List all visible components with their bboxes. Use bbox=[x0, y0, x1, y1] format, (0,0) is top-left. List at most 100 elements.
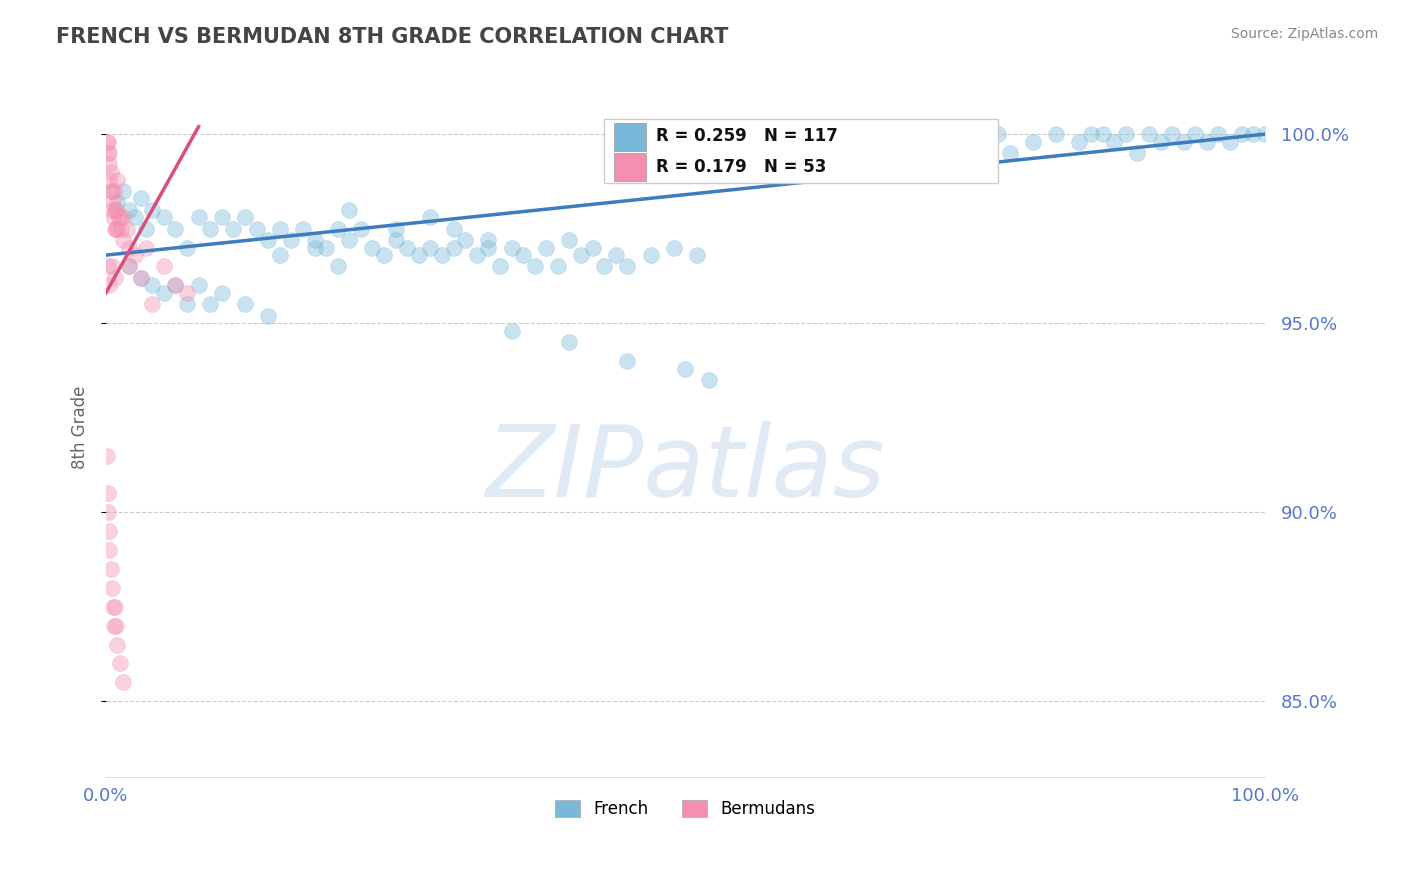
Point bbox=[454, 233, 477, 247]
Point bbox=[187, 211, 209, 225]
Point bbox=[96, 135, 118, 149]
Point bbox=[200, 297, 222, 311]
Point bbox=[187, 278, 209, 293]
Point bbox=[98, 157, 121, 171]
Point bbox=[103, 184, 125, 198]
Y-axis label: 8th Grade: 8th Grade bbox=[72, 385, 89, 469]
Point bbox=[593, 260, 616, 274]
Point bbox=[245, 221, 267, 235]
Point bbox=[153, 285, 176, 300]
Point bbox=[304, 241, 326, 255]
Point bbox=[269, 221, 291, 235]
Point bbox=[1102, 135, 1125, 149]
Point bbox=[1161, 127, 1184, 141]
Bar bbox=[613, 153, 645, 181]
Point bbox=[135, 221, 157, 235]
Point bbox=[848, 135, 870, 149]
Point bbox=[105, 221, 128, 235]
Point bbox=[97, 146, 120, 161]
Point bbox=[280, 233, 302, 247]
Point bbox=[97, 260, 120, 274]
Point bbox=[100, 165, 122, 179]
Point bbox=[419, 211, 441, 225]
Point bbox=[118, 260, 141, 274]
Point bbox=[801, 135, 824, 149]
Point bbox=[98, 172, 121, 186]
Point bbox=[135, 241, 157, 255]
Point bbox=[98, 543, 121, 558]
Point bbox=[100, 260, 122, 274]
Point bbox=[350, 221, 373, 235]
Point bbox=[640, 248, 662, 262]
Point bbox=[443, 241, 465, 255]
Legend: French, Bermudans: French, Bermudans bbox=[548, 793, 823, 824]
Point bbox=[97, 486, 120, 500]
Point bbox=[97, 524, 120, 538]
Point bbox=[384, 233, 406, 247]
Point bbox=[107, 221, 129, 235]
Point bbox=[200, 221, 222, 235]
Point bbox=[976, 135, 998, 149]
Point bbox=[104, 202, 127, 217]
Point bbox=[1230, 127, 1253, 141]
Point bbox=[941, 146, 963, 161]
Point bbox=[465, 248, 488, 262]
Point bbox=[686, 248, 709, 262]
Point bbox=[107, 638, 129, 652]
Point bbox=[107, 211, 129, 225]
Point bbox=[396, 241, 419, 255]
Point bbox=[512, 248, 534, 262]
Point bbox=[100, 202, 122, 217]
Point bbox=[96, 449, 118, 463]
Point bbox=[129, 270, 152, 285]
Point bbox=[112, 184, 135, 198]
Point bbox=[176, 241, 198, 255]
Point bbox=[616, 354, 638, 368]
Point bbox=[304, 233, 326, 247]
Point bbox=[112, 675, 135, 690]
Point bbox=[536, 241, 558, 255]
Point bbox=[1254, 127, 1277, 141]
Point bbox=[97, 146, 120, 161]
Point bbox=[153, 260, 176, 274]
Point bbox=[616, 260, 638, 274]
Point bbox=[558, 233, 581, 247]
Point bbox=[110, 221, 132, 235]
Point bbox=[211, 285, 233, 300]
Point bbox=[337, 233, 360, 247]
Point bbox=[233, 297, 256, 311]
Point bbox=[1045, 127, 1067, 141]
Point bbox=[1115, 127, 1137, 141]
Point bbox=[987, 127, 1010, 141]
Point bbox=[141, 297, 163, 311]
Point bbox=[100, 184, 122, 198]
Point bbox=[419, 241, 441, 255]
Point bbox=[825, 146, 848, 161]
Point bbox=[673, 361, 696, 376]
Point bbox=[547, 260, 569, 274]
Point bbox=[104, 202, 127, 217]
Point bbox=[101, 195, 124, 210]
Point bbox=[1080, 127, 1102, 141]
Point bbox=[104, 270, 127, 285]
Point bbox=[443, 221, 465, 235]
Point bbox=[326, 221, 349, 235]
Point bbox=[107, 195, 129, 210]
Point bbox=[605, 248, 627, 262]
Point bbox=[97, 135, 120, 149]
Point bbox=[872, 146, 894, 161]
Point bbox=[1208, 127, 1230, 141]
Point bbox=[100, 562, 122, 576]
Point bbox=[558, 335, 581, 350]
Point bbox=[929, 127, 952, 141]
Point bbox=[103, 618, 125, 632]
Point bbox=[291, 221, 314, 235]
Point bbox=[100, 184, 122, 198]
Point bbox=[108, 211, 131, 225]
Point bbox=[1022, 135, 1045, 149]
Point bbox=[384, 221, 406, 235]
Point bbox=[569, 248, 592, 262]
Point bbox=[859, 127, 882, 141]
Point bbox=[1126, 146, 1149, 161]
Text: Source: ZipAtlas.com: Source: ZipAtlas.com bbox=[1230, 27, 1378, 41]
